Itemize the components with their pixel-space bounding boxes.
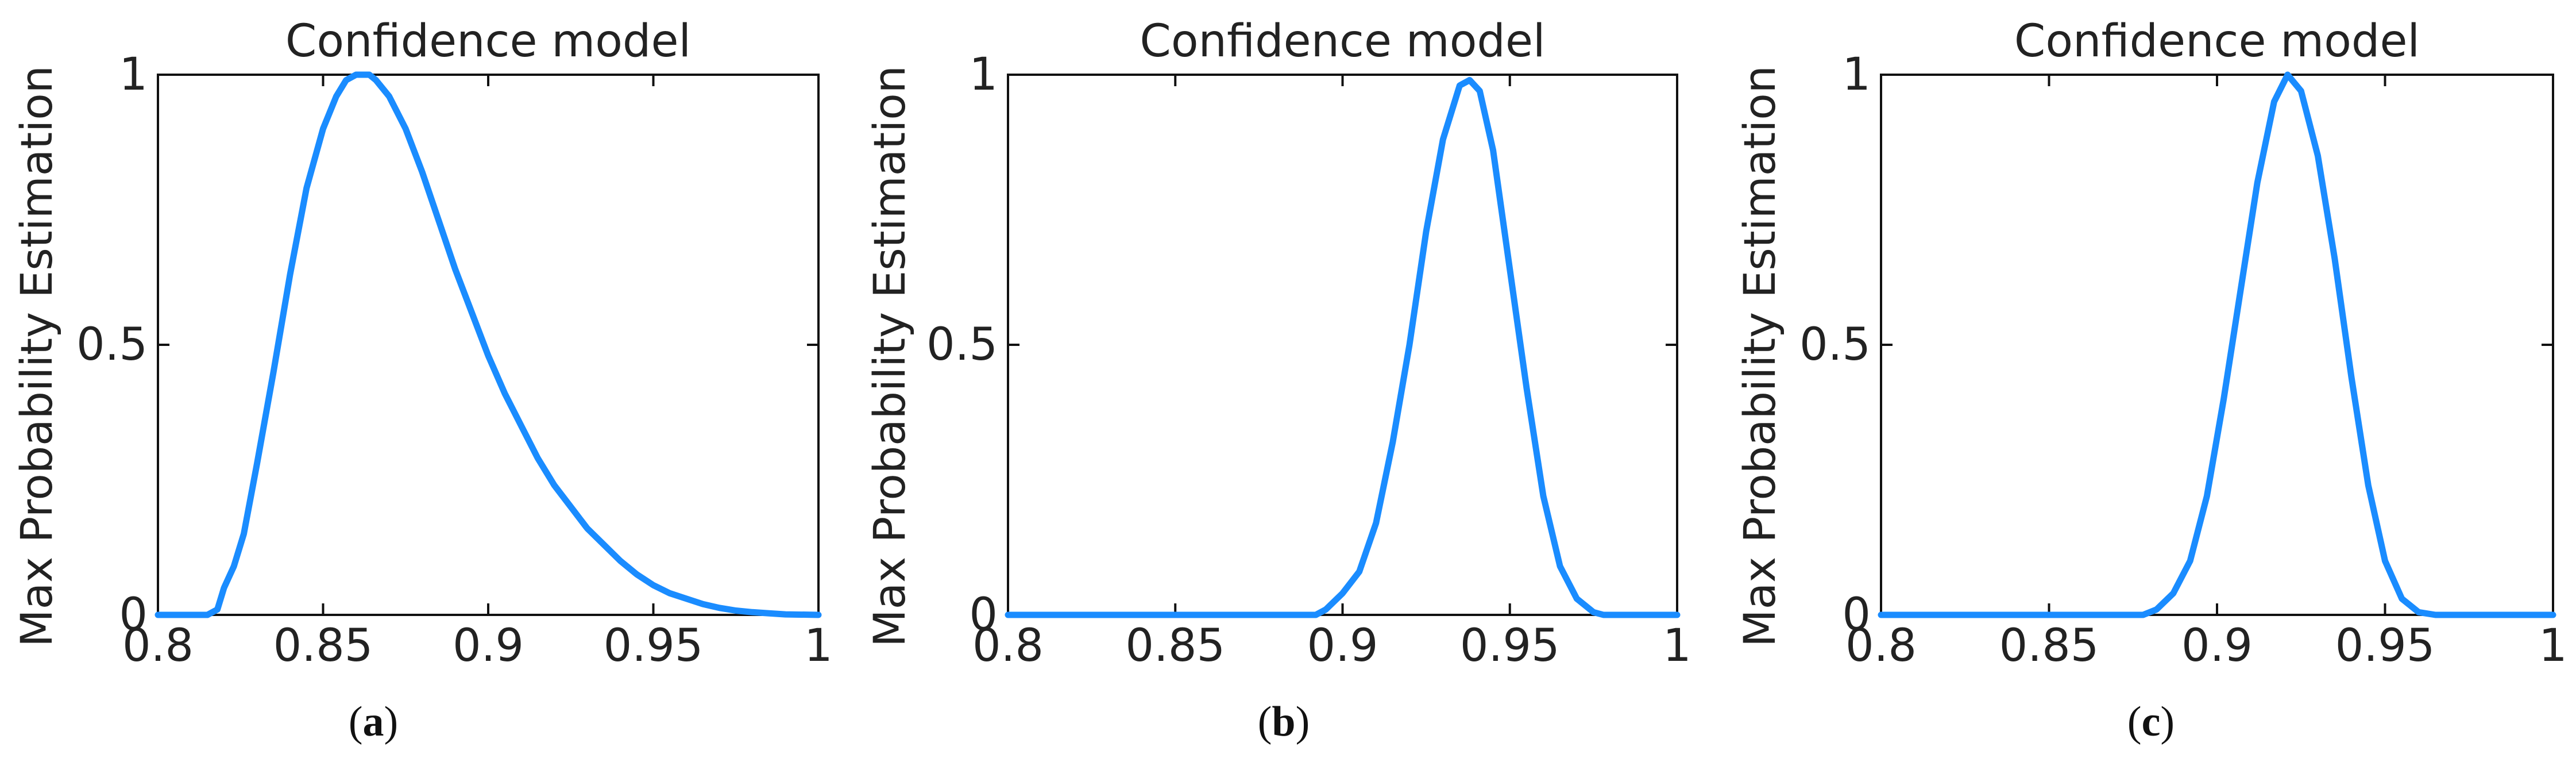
x-tick-label: 0.95 — [604, 620, 704, 672]
panel-caption-letter: a — [363, 698, 384, 745]
series-line — [155, 71, 822, 618]
chart-title: Confidence model — [285, 16, 691, 67]
y-axis-label: Max Probability Estimation — [11, 66, 62, 647]
y-tick-label: 1 — [1842, 49, 1871, 101]
x-tick-label: 0.8 — [972, 620, 1044, 672]
y-tick-label: 0.5 — [76, 319, 148, 371]
panel-caption-letter: b — [1272, 698, 1295, 745]
y-tick-label: 1 — [969, 49, 998, 101]
x-tick-label: 0.95 — [1460, 620, 1560, 672]
y-axis-label: Max Probability Estimation — [864, 66, 915, 647]
y-axis-label: Max Probability Estimation — [1734, 66, 1785, 647]
y-tick-label: 0.5 — [926, 319, 998, 371]
y-tick-label: 0 — [1842, 589, 1871, 641]
y-tick-label: 0.5 — [1799, 319, 1871, 371]
series-line — [1005, 76, 1681, 618]
x-tick-label: 0.9 — [1307, 620, 1378, 672]
x-tick-label: 0.9 — [2181, 620, 2253, 672]
chart-title: Confidence model — [2014, 16, 2420, 67]
panel-caption: (a) — [349, 698, 398, 745]
x-tick-label: 1 — [804, 620, 833, 672]
x-tick-label: 0.85 — [1125, 620, 1225, 672]
x-tick-label: 0.85 — [1999, 620, 2099, 672]
x-tick-label: 1 — [1663, 620, 1691, 672]
chart-title: Confidence model — [1140, 16, 1545, 67]
x-tick-label: 1 — [2539, 620, 2567, 672]
x-tick-label: 0.85 — [273, 620, 373, 672]
y-tick-label: 0 — [119, 589, 148, 641]
chart-panel-b: Confidence model Max Probability Estimati… — [864, 16, 1691, 745]
panel-caption-letter: c — [2142, 698, 2161, 745]
series-line — [1878, 71, 2556, 618]
y-tick-label: 0 — [969, 589, 998, 641]
panel-caption: (c) — [2127, 698, 2175, 745]
axes-box — [1880, 74, 2554, 616]
axes-box — [1007, 74, 1678, 616]
x-tick-label: 0.9 — [453, 620, 524, 672]
x-tick-label: 0.95 — [2335, 620, 2435, 672]
x-tick-label: 0.8 — [1845, 620, 1917, 672]
y-tick-label: 1 — [119, 49, 148, 101]
chart-panel-a: Confidence model Max Probability Estimati… — [11, 16, 833, 745]
panel-caption: (b) — [1258, 698, 1310, 745]
x-tick-label: 0.8 — [122, 620, 194, 672]
axes-box — [157, 74, 820, 616]
chart-panel-c: Confidence model Max Probability Estimati… — [1734, 16, 2567, 745]
